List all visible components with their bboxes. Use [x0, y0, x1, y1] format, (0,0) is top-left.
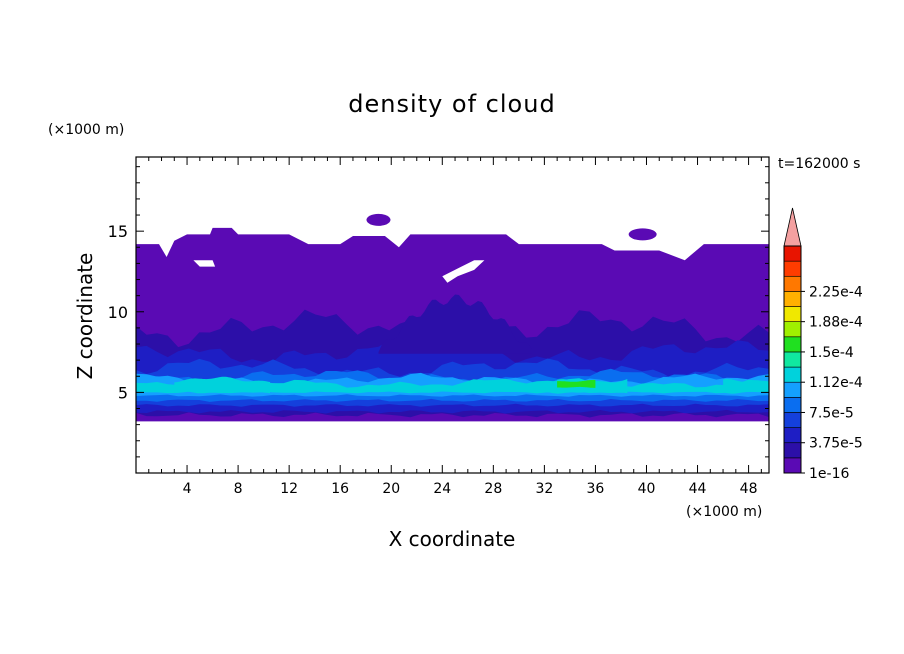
- y-tick-label: 5: [118, 383, 128, 402]
- time-label: t=162000 s: [778, 156, 860, 172]
- x-tick-label: 32: [535, 481, 553, 497]
- x-tick-label: 8: [234, 481, 243, 497]
- contour-blob: [366, 213, 391, 226]
- colorbar-label: 1.5e-4: [809, 345, 854, 361]
- x-tick-label: 16: [331, 481, 349, 497]
- colorbar-label: 1.88e-4: [809, 315, 863, 331]
- colorbar-swatch: [783, 291, 802, 307]
- colorbar-swatch: [783, 275, 802, 292]
- contour-level-8-core: [557, 379, 596, 388]
- x-unit-label: (×1000 m): [686, 504, 762, 520]
- colorbar-label: 1.12e-4: [809, 375, 863, 391]
- colorbar-swatch: [783, 397, 802, 413]
- colorbar-swatch: [783, 427, 802, 444]
- colorbar: 1e-16 3.75e-5 7.5e-5 1.12e-4 1.5e-4 1.88e-4 2.…: [783, 207, 863, 482]
- plot-frame: [135, 156, 770, 474]
- colorbar-swatch: [783, 442, 802, 459]
- chart-title: density of cloud: [348, 90, 555, 118]
- x-tick-label: 36: [587, 481, 605, 497]
- contour-level-6-core: [174, 376, 270, 394]
- x-tick-label: 24: [433, 481, 451, 497]
- x-tick-label: 44: [689, 481, 707, 497]
- contour-blob: [628, 228, 657, 241]
- y-tick-label: 15: [108, 222, 128, 241]
- x-tick-label: 20: [382, 481, 400, 497]
- colorbar-label: 2.25e-4: [809, 284, 863, 300]
- colorbar-swatch: [783, 260, 802, 277]
- colorbar-swatch: [783, 321, 802, 338]
- colorbar-swatch: [783, 457, 802, 474]
- x-tick-label: 4: [183, 481, 192, 497]
- y-axis: 5 10 15: [108, 166, 769, 458]
- colorbar-frame: [783, 245, 802, 474]
- colorbar-swatch: [783, 366, 802, 383]
- colorbar-label: 1e-16: [809, 466, 849, 482]
- colorbar-swatch: [783, 306, 802, 322]
- contour-layers: [136, 213, 769, 422]
- colorbar-swatch: [783, 381, 802, 398]
- x-tick-label: 12: [280, 481, 298, 497]
- colorbar-swatch: [783, 351, 802, 368]
- colorbar-extend-arrow: [783, 207, 802, 247]
- colorbar-swatch: [783, 245, 802, 262]
- contour-gap: [193, 260, 216, 267]
- colorbar-label: 3.75e-5: [809, 436, 863, 452]
- colorbar-label: 7.5e-5: [809, 405, 854, 421]
- x-tick-label: 48: [740, 481, 758, 497]
- colorbar-swatch: [783, 412, 802, 428]
- x-tick-label: 28: [484, 481, 502, 497]
- y-axis-label: Z coordinate: [73, 253, 97, 380]
- x-axis-label: X coordinate: [389, 527, 516, 551]
- colorbar-swatch: [783, 336, 802, 353]
- contour-gap: [442, 260, 485, 283]
- contour-level-6-core: [723, 379, 769, 394]
- y-tick-label: 10: [108, 303, 128, 322]
- x-axis: 4 8 12 16 20 24 28 32 36 40 44 48: [148, 157, 762, 497]
- x-tick-label: 40: [638, 481, 656, 497]
- contour-level-1-dome: [378, 294, 532, 354]
- y-unit-label: (×1000 m): [48, 122, 124, 138]
